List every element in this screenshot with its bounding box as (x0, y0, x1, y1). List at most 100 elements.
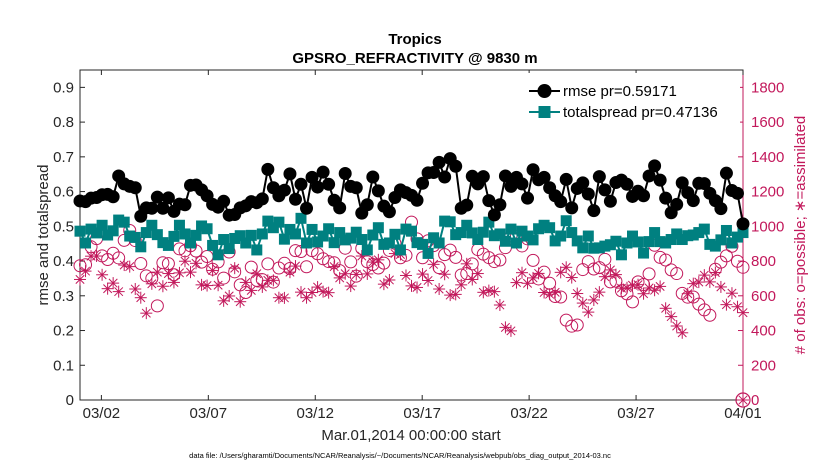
totalspread-point (345, 232, 357, 244)
totalspread-point (731, 231, 743, 243)
obs-possible-point (670, 267, 684, 281)
left-tick-label: 0.7 (53, 149, 74, 166)
totalspread-point (118, 216, 130, 228)
rmse-point (482, 194, 496, 208)
obs-assimilated-point (74, 273, 86, 286)
totalspread-point (472, 234, 484, 246)
rmse-point (283, 167, 297, 181)
totalspread-point (510, 237, 522, 249)
obs-possible-point (703, 308, 717, 322)
obs-assimilated-point (239, 276, 252, 289)
obs-assimilated-point (737, 306, 749, 319)
rmse-point (526, 163, 540, 177)
obs-assimilated-point (681, 287, 694, 300)
totalspread-point (196, 220, 208, 232)
rmse-point (300, 201, 314, 215)
totalspread-point (334, 227, 346, 239)
totalspread-point (715, 234, 727, 246)
left-tick-label: 0.1 (53, 357, 74, 374)
totalspread-point (538, 219, 550, 231)
totalspread-point (96, 219, 108, 231)
totalspread-point (339, 234, 351, 246)
rmse-point (322, 177, 336, 191)
obs-assimilated-point (322, 286, 335, 299)
obs-assimilated-point (720, 298, 733, 311)
totalspread-point (494, 228, 506, 240)
totalspread-point (317, 230, 329, 242)
totalspread-point (417, 238, 429, 250)
totalspread-point (682, 230, 694, 242)
totalspread-point (389, 228, 401, 240)
obs-possible-point (659, 253, 673, 267)
rmse-point (521, 191, 535, 205)
totalspread-point (577, 242, 589, 254)
obs-assimilated-point (665, 310, 678, 323)
totalspread-point (544, 222, 556, 234)
x-tick-label: 04/01 (724, 405, 762, 422)
obs-possible-point (189, 244, 203, 258)
chart-subtitle: GPSRO_REFRACTIVITY @ 9830 m (292, 50, 537, 67)
totalspread-point (207, 239, 219, 251)
totalspread-point (555, 230, 567, 242)
totalspread-point (527, 234, 539, 246)
rmse-point (311, 180, 325, 194)
obs-assimilated-point (256, 280, 269, 293)
totalspread-point (560, 215, 572, 227)
rmse-point (106, 190, 120, 204)
right-tick-label: 1200 (751, 184, 784, 201)
totalspread-point (306, 223, 318, 235)
totalspread-point (671, 228, 683, 240)
rmse-point (255, 192, 269, 206)
rmse-point (360, 198, 374, 212)
totalspread-point (312, 236, 324, 248)
obs-assimilated-point (571, 287, 584, 300)
totalspread-point (124, 230, 136, 242)
rmse-point (697, 177, 711, 191)
totalspread-point (140, 227, 152, 239)
totalspread-point (74, 225, 86, 237)
totalspread-point (289, 228, 301, 240)
obs-assimilated-point (344, 280, 357, 293)
totalspread-point (649, 227, 661, 239)
totalspread-point (356, 234, 368, 246)
totalspread-point (245, 229, 257, 241)
right-tick-label: 1800 (751, 79, 784, 96)
obs-assimilated-point (107, 277, 120, 290)
obs-assimilated-point (289, 260, 302, 273)
obs-assimilated-point (223, 289, 236, 302)
obs-assimilated-point (527, 271, 540, 284)
obs-possible-point (449, 250, 463, 264)
left-axis-ticks: 0 0.1 0.2 0.3 0.4 0.5 0.6 0.7 0.8 0.9 (53, 79, 85, 409)
totalspread-point (698, 223, 710, 235)
obs-assimilated-point (449, 288, 462, 301)
totalspread-point (477, 226, 489, 238)
obs-assimilated-point (532, 267, 545, 280)
rmse-point (498, 169, 512, 183)
obs-end-circle (735, 392, 751, 408)
rmse-point (730, 186, 744, 200)
obs-possible-point (626, 295, 639, 309)
rmse-point (382, 205, 396, 219)
totalspread-point (350, 226, 362, 238)
y-axis-label-left: rmse and totalspread (35, 165, 52, 306)
x-tick-label: 03/12 (296, 405, 334, 422)
totalspread-point (461, 219, 473, 231)
rmse-point (675, 176, 689, 190)
obs-possible-point (570, 318, 584, 332)
rmse-series (73, 152, 750, 231)
totalspread-point (107, 225, 119, 237)
rmse-point (178, 198, 192, 212)
rmse-point (449, 159, 463, 173)
rmse-point (487, 208, 501, 222)
rmse-point (581, 187, 595, 201)
obs-possible-point (294, 245, 308, 258)
rmse-point (150, 190, 164, 204)
totalspread-point (234, 230, 246, 242)
obs-assimilated-point (587, 293, 600, 306)
obs-assimilated-point (549, 286, 562, 299)
obs-assimilated-point (493, 298, 506, 311)
obs-assimilated-point (560, 261, 573, 274)
totalspread-point (439, 215, 451, 227)
totalspread-point (632, 236, 644, 248)
totalspread-point (295, 212, 307, 224)
